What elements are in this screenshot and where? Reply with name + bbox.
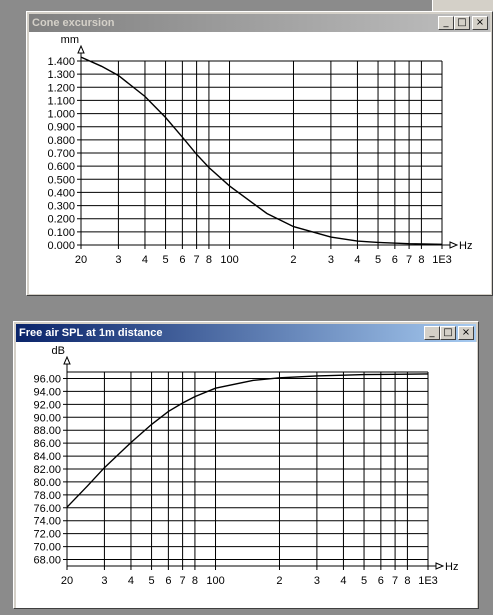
y-tick-label: 0.200 <box>47 214 75 226</box>
x-tick-label: 6 <box>378 575 384 587</box>
x-tick-label: 20 <box>75 254 87 266</box>
x-tick-label: 1E3 <box>432 254 452 266</box>
y-tick-label: 86.00 <box>33 438 61 450</box>
x-tick-label: 7 <box>180 575 186 587</box>
y-tick-label: 96.00 <box>33 373 61 385</box>
x-tick-label: 7 <box>392 575 398 587</box>
x-tick-label: 7 <box>194 254 200 266</box>
y-tick-label: 1.000 <box>47 109 75 121</box>
x-tick-label: 6 <box>179 254 185 266</box>
y-tick-label: 82.00 <box>33 464 61 476</box>
x-tick-label: 3 <box>328 254 334 266</box>
x-tick-label: 5 <box>361 575 367 587</box>
y-tick-label: 0.500 <box>47 174 75 186</box>
y-axis-unit-label: dB <box>52 345 65 357</box>
y-tick-label: 0.100 <box>47 227 75 239</box>
plot-background <box>29 32 491 294</box>
x-axis-unit-label: Hz <box>459 240 472 252</box>
data-series-line <box>80 56 443 245</box>
x-tick-label: 8 <box>418 254 424 266</box>
x-tick-label: 3 <box>115 254 121 266</box>
x-tick-label: 100 <box>206 575 224 587</box>
x-axis-unit-label: Hz <box>445 561 458 573</box>
y-tick-label: 72.00 <box>33 529 61 541</box>
y-tick-label: 70.00 <box>33 542 61 554</box>
minimize-button[interactable]: _ <box>438 16 454 30</box>
x-tick-label: 6 <box>165 575 171 587</box>
x-tick-label: 8 <box>404 575 410 587</box>
y-tick-label: 90.00 <box>33 412 61 424</box>
x-tick-label: 4 <box>128 575 134 587</box>
close-button[interactable]: × <box>472 16 488 30</box>
y-tick-label: 0.700 <box>47 148 75 160</box>
y-axis-unit-label: mm <box>61 34 79 46</box>
x-tick-label: 4 <box>354 254 360 266</box>
maximize-button[interactable]: □ <box>454 16 470 30</box>
window-titlebar[interactable]: Cone excursion _ □ × <box>29 14 490 32</box>
y-tick-label: 1.200 <box>47 82 75 94</box>
minimize-button[interactable]: _ <box>424 326 440 340</box>
y-tick-label: 0.900 <box>47 122 75 134</box>
y-tick-label: 84.00 <box>33 451 61 463</box>
y-tick-label: 1.400 <box>47 56 75 68</box>
y-tick-label: 0.000 <box>47 240 75 252</box>
maximize-button[interactable]: □ <box>440 326 456 340</box>
x-tick-label: 2 <box>290 254 296 266</box>
y-tick-label: 0.300 <box>47 201 75 213</box>
window-titlebar[interactable]: Free air SPL at 1m distance _ □ × <box>16 324 476 342</box>
y-tick-label: 0.800 <box>47 135 75 147</box>
x-tick-label: 5 <box>162 254 168 266</box>
free-air-spl-window: Free air SPL at 1m distance _ □ × 68.00 7… <box>13 321 479 609</box>
x-tick-label: 7 <box>406 254 412 266</box>
x-tick-label: 5 <box>375 254 381 266</box>
y-tick-label: 1.300 <box>47 69 75 81</box>
cone-excursion-window: Cone excursion _ □ × 0.000 0.100 0.200 0.30… <box>26 11 493 296</box>
x-tick-label: 6 <box>392 254 398 266</box>
x-axis-arrow-icon <box>435 562 445 570</box>
close-button[interactable]: × <box>458 326 474 340</box>
y-tick-label: 94.00 <box>33 386 61 398</box>
x-tick-label: 4 <box>142 254 148 266</box>
y-tick-label: 0.600 <box>47 161 75 173</box>
y-tick-label: 76.00 <box>33 503 61 515</box>
y-axis-arrow-icon <box>77 44 85 54</box>
y-tick-label: 80.00 <box>33 477 61 489</box>
y-tick-label: 88.00 <box>33 425 61 437</box>
x-tick-label: 8 <box>206 254 212 266</box>
x-tick-label: 20 <box>61 575 73 587</box>
window-title: Free air SPL at 1m distance <box>19 327 163 339</box>
x-tick-label: 8 <box>192 575 198 587</box>
free-air-spl-chart: 68.0070.0072.0074.0076.0078.0080.0082.00… <box>16 342 477 608</box>
x-tick-label: 3 <box>314 575 320 587</box>
y-tick-label: 68.00 <box>33 555 61 567</box>
data-series-line <box>66 373 429 508</box>
x-tick-label: 1E3 <box>418 575 438 587</box>
caption-buttons: _ □ × <box>438 16 488 30</box>
x-axis-arrow-icon <box>449 241 459 249</box>
plot-background <box>16 342 477 608</box>
y-tick-label: 78.00 <box>33 490 61 502</box>
y-tick-label: 92.00 <box>33 399 61 411</box>
x-tick-label: 3 <box>101 575 107 587</box>
x-tick-label: 4 <box>340 575 346 587</box>
y-axis-arrow-icon <box>63 355 71 365</box>
y-tick-label: 0.400 <box>47 187 75 199</box>
x-tick-label: 100 <box>220 254 238 266</box>
x-tick-label: 2 <box>276 575 282 587</box>
y-tick-label: 74.00 <box>33 516 61 528</box>
y-tick-label: 1.100 <box>47 95 75 107</box>
x-tick-label: 5 <box>148 575 154 587</box>
window-title: Cone excursion <box>32 17 115 29</box>
caption-buttons: _ □ × <box>424 326 474 340</box>
